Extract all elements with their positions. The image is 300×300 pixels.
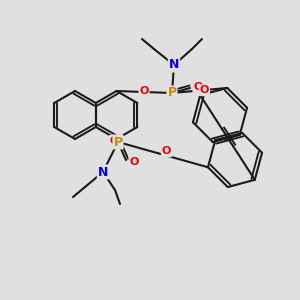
Text: N: N <box>169 58 179 71</box>
Text: P: P <box>113 136 123 148</box>
Text: O: O <box>193 82 203 92</box>
Text: O: O <box>129 157 139 167</box>
Text: P: P <box>167 86 177 100</box>
Text: O: O <box>140 86 149 96</box>
Text: N: N <box>98 166 108 178</box>
Text: O: O <box>200 85 209 95</box>
Text: O: O <box>110 136 119 146</box>
Text: O: O <box>162 146 171 156</box>
